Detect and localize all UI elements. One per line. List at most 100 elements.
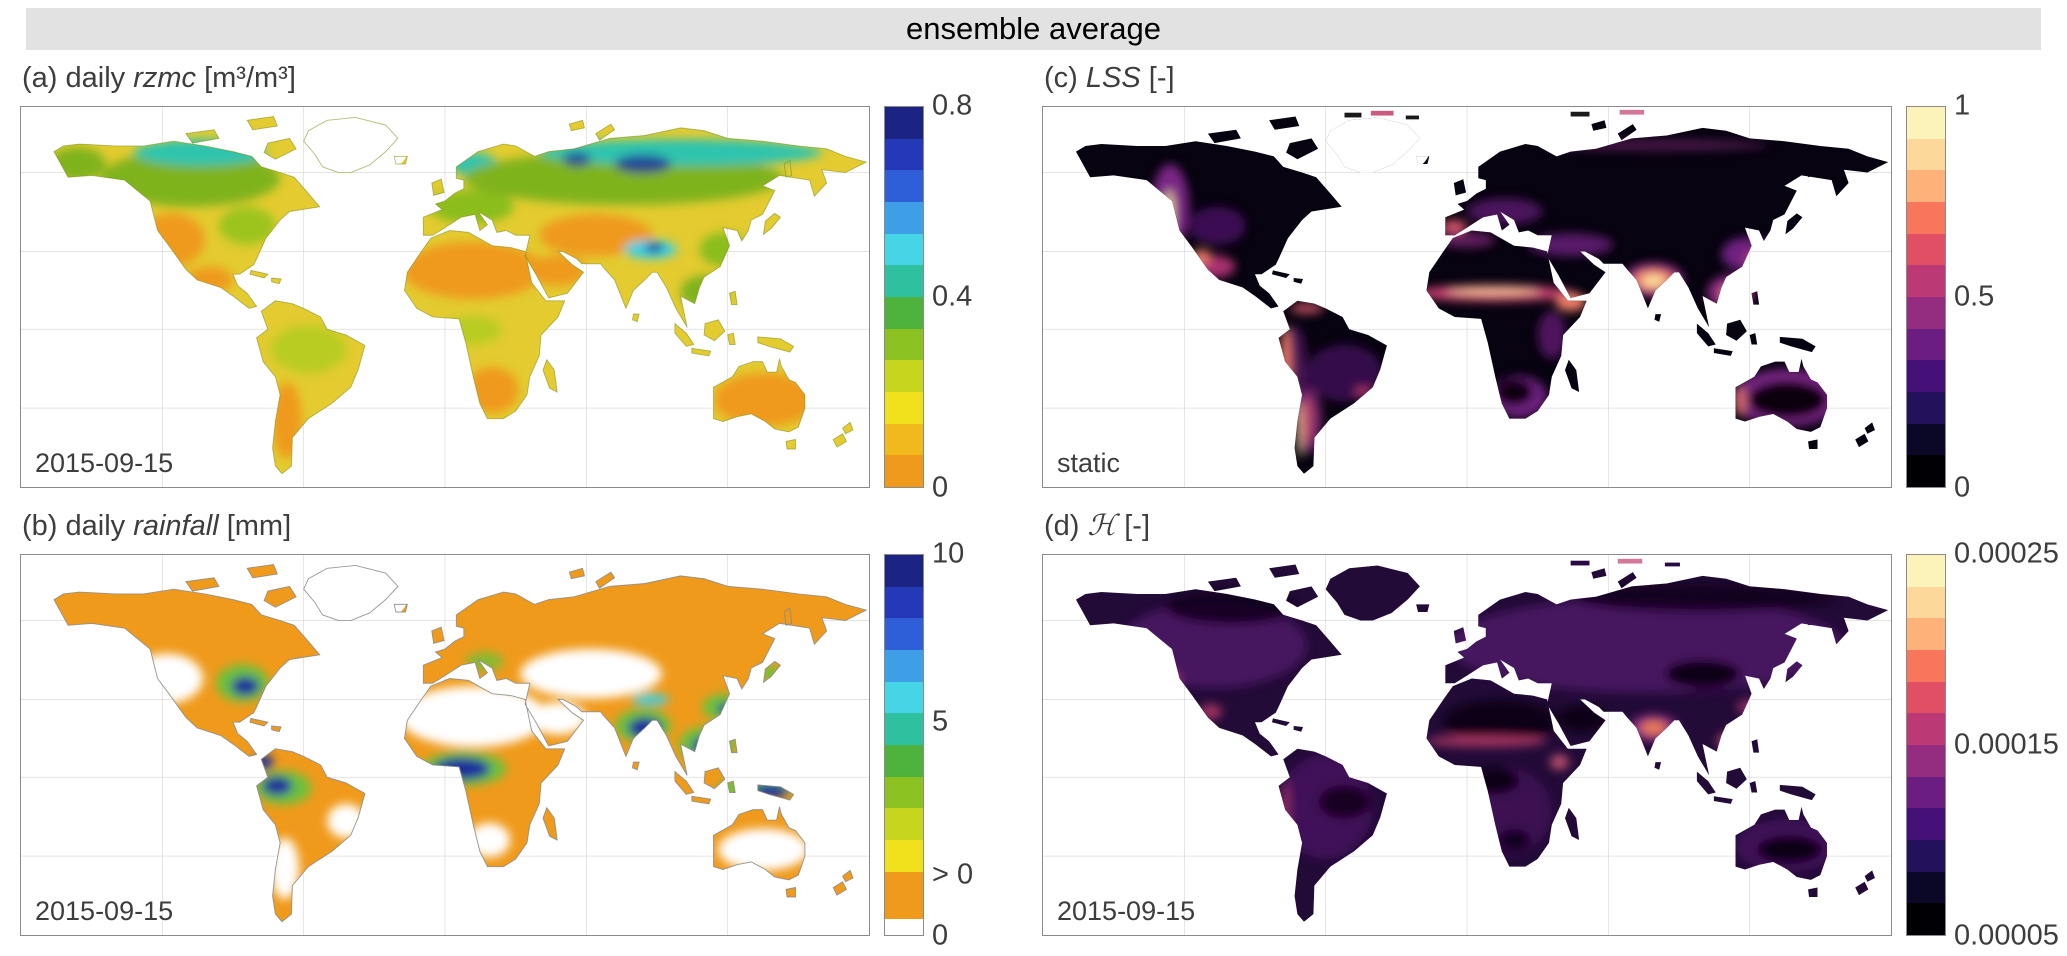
colorbar-tick: 5: [932, 705, 949, 738]
colorbar-segment: [1907, 776, 1945, 809]
colorbar-segment: [885, 650, 923, 682]
colorbar-segment: [885, 681, 923, 714]
colorbar-segment: [885, 392, 923, 424]
panel-rainfall-title: (b) daily rainfall [mm]: [22, 506, 1035, 546]
colorbar-ticks: 0.00025 0.00015 0.00005: [1954, 538, 2067, 952]
colorbar-tick: 1: [1954, 89, 1971, 122]
colorbar-ticks: 10 5 > 0 0: [932, 538, 1004, 952]
colorbar-segment: [885, 713, 923, 746]
world-map-entropy: 2015-09-15: [1042, 554, 1892, 936]
colorbar-tick: 0.5: [1954, 280, 1995, 313]
colorbar-tick: 0: [1954, 471, 1971, 504]
colorbar-segment: [885, 202, 923, 234]
colorbar-segment: [1907, 138, 1945, 171]
colorbar-bar: [884, 106, 924, 488]
map-svg-rainfall: [21, 555, 869, 935]
map-date-label-d: 2015-09-15: [1057, 896, 1196, 926]
colorbar-ticks: 1 0.5 0: [1954, 90, 2067, 504]
panel-rzmc-title: (a) daily rzmc [m³/m³]: [22, 58, 1035, 98]
colorbar-bar: [884, 554, 924, 936]
panel-entropy-title: (d) ℋ [-]: [1044, 506, 2057, 546]
arctic-artifacts: [1570, 558, 1680, 567]
panel-rainfall-title-term: rainfall: [133, 510, 219, 542]
colorbar-segment: [1907, 903, 1945, 936]
colorbar-segment: [885, 297, 923, 329]
map-svg-entropy: [1043, 555, 1891, 935]
map-svg-lss: [1043, 107, 1891, 487]
colorbar-bar: [1906, 106, 1946, 488]
colorbar-segment: [885, 233, 923, 266]
panel-rzmc-title-prefix: (a) daily: [22, 62, 134, 94]
colorbar-segment: [1907, 618, 1945, 651]
panel-entropy: (d) ℋ [-]: [1042, 506, 2059, 952]
panel-lss-title-suffix: [-]: [1140, 62, 1175, 94]
colorbar-segment: [885, 840, 923, 872]
colorbar-segment: [1907, 233, 1945, 266]
colorbar-segment: [885, 360, 923, 393]
world-map-rzmc: 2015-09-15: [20, 106, 870, 488]
colorbar-segment: [1907, 555, 1945, 587]
panel-entropy-title-term: ℋ: [1087, 510, 1117, 542]
colorbar-segment: [885, 871, 923, 920]
colorbar-segment: [1907, 265, 1945, 298]
colorbar-segment: [885, 138, 923, 171]
colorbar-segment: [1907, 713, 1945, 746]
panel-rzmc-title-term: rzmc: [133, 62, 197, 94]
panel-lss: (c) LSS [-]: [1042, 58, 2057, 504]
colorbar-segment: [885, 586, 923, 619]
map-date-label-b: 2015-09-15: [35, 896, 174, 926]
colorbar-segment: [885, 745, 923, 777]
colorbar-rzmc: 0.8 0.4 0: [884, 90, 1004, 504]
colorbar-segment: [1907, 170, 1945, 203]
colorbar-segment: [885, 265, 923, 298]
colorbar-segment: [1907, 840, 1945, 872]
world-map-rainfall: 2015-09-15: [20, 554, 870, 936]
colorbar-segment: [1907, 745, 1945, 777]
colorbar-segment: [1907, 586, 1945, 619]
colorbar-segment: [1907, 423, 1945, 456]
colorbar-tick: 0.8: [932, 89, 973, 122]
panel-rzmc: (a) daily rzmc [m³/m³]: [20, 58, 1035, 504]
colorbar-segment: [1907, 328, 1945, 361]
colorbar-tick: 0: [932, 919, 949, 952]
colorbar-segment: [885, 776, 923, 809]
colorbar-tick: 0: [932, 471, 949, 504]
colorbar-tick: > 0: [932, 858, 974, 891]
colorbar-rainfall: 10 5 > 0 0: [884, 538, 1004, 952]
map-date-label-a: 2015-09-15: [35, 448, 174, 478]
colorbar-segment: [1907, 681, 1945, 714]
colorbar-segment: [1907, 202, 1945, 234]
arctic-artifacts: [1344, 109, 1645, 120]
panel-lss-title-prefix: (c): [1044, 62, 1086, 94]
colorbar-segment: [885, 107, 923, 139]
colorbar-tick: 0.00005: [1954, 919, 2059, 952]
colorbar-segment: [1907, 360, 1945, 393]
panel-entropy-title-suffix: [-]: [1116, 510, 1151, 542]
colorbar-tick: 10: [932, 537, 965, 570]
map-static-label-c: static: [1057, 448, 1121, 478]
colorbar-lss: 1 0.5 0: [1906, 90, 2067, 504]
colorbar-segment: [1907, 455, 1945, 488]
colorbar-tick: 0.00025: [1954, 537, 2059, 570]
colorbar-segment: [1907, 871, 1945, 904]
colorbar-ticks: 0.8 0.4 0: [932, 90, 1004, 504]
colorbar-segment: [885, 455, 923, 488]
colorbar-segment: [885, 170, 923, 203]
colorbar-segment: [885, 618, 923, 651]
figure-banner: ensemble average: [26, 8, 2041, 50]
world-map-lss: static: [1042, 106, 1892, 488]
colorbar-tick: 0.00015: [1954, 728, 2059, 761]
colorbar-segment: [885, 423, 923, 456]
colorbar-entropy: 0.00025 0.00015 0.00005: [1906, 538, 2067, 952]
colorbar-segment: [1907, 392, 1945, 424]
colorbar-segment: [1907, 650, 1945, 682]
colorbar-segment: [885, 808, 923, 841]
colorbar-tick: 0.4: [932, 280, 973, 313]
banner-title: ensemble average: [905, 11, 1162, 46]
colorbar-bar: [1906, 554, 1946, 936]
colorbar-segment: [885, 919, 923, 936]
colorbar-segment: [1907, 297, 1945, 329]
panel-rainfall: (b) daily rainfall [mm]: [20, 506, 1035, 952]
colorbar-segment: [1907, 808, 1945, 841]
